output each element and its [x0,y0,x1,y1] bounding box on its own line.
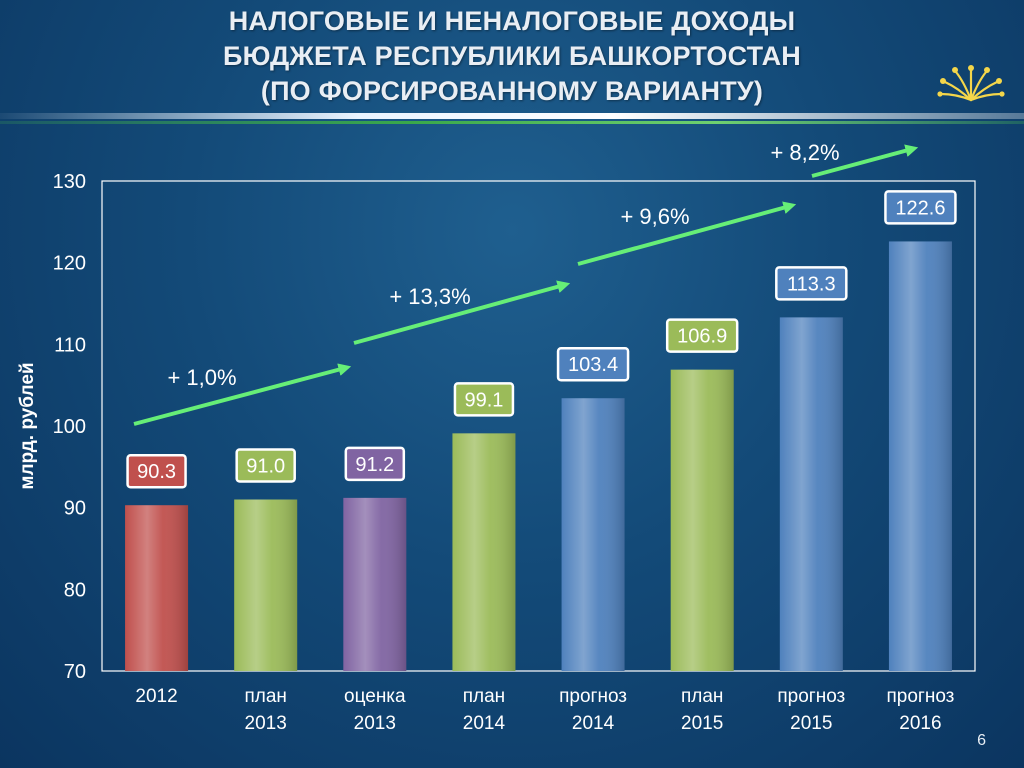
bar-gloss [670,369,734,671]
growth-annotation: + 1,0% [133,363,352,426]
value-label: 99.1 [453,382,515,417]
x-tick-label: план 2013 [244,686,286,734]
value-label-box [884,190,957,225]
x-tick-label: прогноз 2016 [886,686,954,734]
y-tick-label: 120 [53,253,86,275]
bar-gloss [561,398,625,671]
page-number: 6 [977,732,986,749]
y-tick-label: 90 [64,498,86,520]
growth-label: + 13,3% [389,284,470,309]
value-label-box [665,318,739,353]
value-label-text: 99.1 [464,389,503,411]
growth-label: + 9,6% [620,204,689,229]
x-tick-label: оценка 2013 [344,686,406,734]
value-label-box [556,346,630,382]
value-label: 91.2 [344,446,406,482]
growth-annotations: + 1,0% + 13,3% + 9,6% + 8,2% [133,140,919,426]
header-divider [0,113,1024,119]
value-label-text: 103.4 [568,354,618,376]
x-tick-label-line: 2014 [572,713,615,734]
growth-annotation: + 13,3% [353,280,571,345]
x-tick-label-line: 2014 [463,713,506,734]
value-labels: 90.3 91.0 91.2 99.1 103.4 106.9 113.3 122.6 [126,190,957,489]
value-label-text: 106.9 [677,326,727,348]
value-label-box [235,448,296,483]
bars [125,241,952,671]
bar-gloss [234,499,298,671]
growth-arrow [577,201,797,266]
growth-arrow [133,363,352,426]
x-tick-label-line: прогноз [886,686,954,707]
chart-title: НАЛОГОВЫЕ И НЕНАЛОГОВЫЕ ДОХОДЫ БЮДЖЕТА Р… [0,4,1024,109]
bar-gloss [343,497,407,671]
x-axis: 2012 план 2013 оценка 2013 план 2014 прогноз 201… [135,686,954,734]
bar-gloss [888,241,952,671]
x-tick-label: прогноз 2014 [559,686,627,734]
value-label-text: 122.6 [895,197,945,219]
x-tick-label-line: 2015 [681,713,723,734]
value-label: 90.3 [126,453,187,489]
x-tick-label-line: оценка [344,686,406,707]
x-tick-label-line: прогноз [559,686,627,707]
y-tick-label: 110 [54,334,86,356]
title-line-2: БЮДЖЕТА РЕСПУБЛИКИ БАШКОРТОСТАН [223,41,801,71]
bashkortostan-kurai-flower-icon [937,65,1005,102]
x-tick-label: план 2015 [681,686,723,734]
title-line-3: (ПО ФОРСИРОВАННОМУ ВАРИАНТУ) [260,76,764,106]
growth-label: + 1,0% [167,365,236,390]
title-line-1: НАЛОГОВЫЕ И НЕНАЛОГОВЫЕ ДОХОДЫ [228,6,796,36]
value-label: 91.0 [235,448,296,483]
growth-arrow [353,280,571,345]
value-label-text: 113.3 [787,273,836,295]
value-label-box [775,266,848,301]
growth-annotation: + 8,2% [770,140,919,178]
growth-label: + 8,2% [770,140,839,165]
x-tick-label-line: 2012 [135,686,177,707]
x-tick-label-line: 2015 [790,713,832,734]
y-tick-label: 130 [53,171,86,193]
value-label-text: 91.0 [246,456,285,478]
x-tick-label-line: план [244,686,286,707]
value-label-box [126,453,187,489]
bar-gloss [452,433,516,671]
y-tick-label: 80 [64,579,86,601]
x-tick-label-line: 2013 [354,713,396,734]
x-tick-label-line: 2013 [245,713,287,734]
x-tick-label-line: 2016 [899,713,941,734]
x-tick-label-line: план [681,686,723,707]
plot-area [101,180,976,672]
value-label-box [453,382,515,417]
header-divider-accent [0,121,1024,124]
y-axis-label: млрд. рублей [17,362,38,489]
y-axis: 70 80 90 100 110 120 130 [53,171,86,683]
value-label: 122.6 [884,190,957,225]
growth-arrow [811,144,919,178]
value-label-text: 91.2 [355,454,394,476]
value-label: 113.3 [775,266,848,301]
y-tick-label: 100 [53,416,86,438]
bar-gloss [125,505,189,671]
x-tick-label: 2012 [135,686,177,707]
bar-gloss [779,317,843,671]
value-label-box [344,446,406,482]
value-label-text: 90.3 [137,461,176,483]
x-tick-label: прогноз 2015 [777,686,845,734]
x-tick-label-line: прогноз [777,686,845,707]
y-tick-label: 70 [64,661,86,683]
x-tick-label-line: план [463,686,505,707]
growth-annotation: + 9,6% [577,201,797,266]
value-label: 106.9 [665,318,739,353]
x-tick-label: план 2014 [463,686,506,734]
value-label: 103.4 [556,346,630,382]
